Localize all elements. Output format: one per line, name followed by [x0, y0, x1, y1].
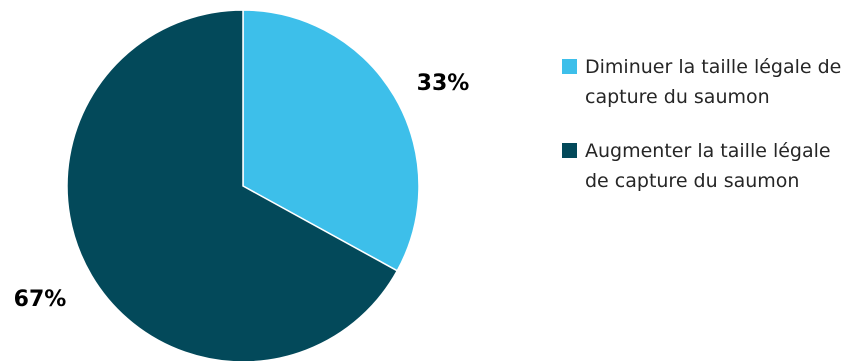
legend-label-augmenter: Augmenter la taille légale de capture du…: [585, 140, 831, 192]
pie-data-labels: 33% 67%: [14, 71, 470, 312]
pie-slices: [66, 9, 420, 361]
legend-item-diminuer: Diminuer la taille légale de capture du …: [562, 52, 852, 112]
legend: Diminuer la taille légale de capture du …: [562, 52, 852, 220]
legend-item-augmenter: Augmenter la taille légale de capture du…: [562, 136, 852, 196]
legend-swatch-diminuer: [562, 59, 577, 74]
pie-slice-diminuer: [242, 9, 420, 272]
legend-swatch-augmenter: [562, 143, 577, 158]
legend-label-diminuer: Diminuer la taille légale de capture du …: [585, 56, 842, 108]
data-label-augmenter: 67%: [14, 287, 67, 312]
data-label-diminuer: 33%: [417, 71, 470, 96]
pie-slice-augmenter: [66, 9, 399, 361]
